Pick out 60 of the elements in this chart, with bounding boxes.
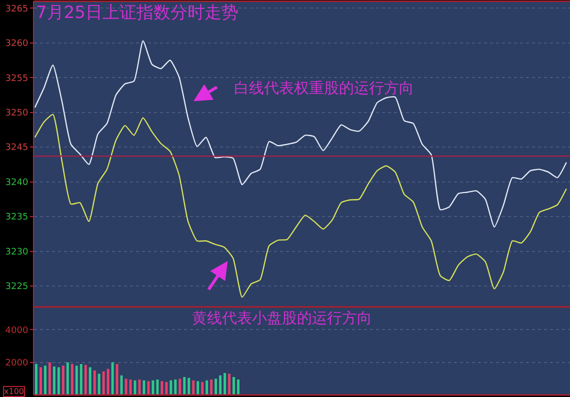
bar bbox=[201, 382, 204, 396]
bar bbox=[40, 367, 42, 396]
annotation: 白线代表权重股的运行方向 bbox=[234, 79, 414, 97]
bar bbox=[237, 380, 240, 396]
bar bbox=[75, 366, 78, 396]
bar bbox=[70, 364, 74, 396]
bar bbox=[228, 374, 231, 396]
y-tick-label: 3260 bbox=[5, 39, 28, 50]
y-tick-label: 3265 bbox=[5, 4, 28, 14]
bar bbox=[214, 378, 218, 396]
bar bbox=[62, 366, 64, 396]
bar bbox=[111, 362, 114, 396]
bar bbox=[44, 366, 46, 396]
y-tick-label: 4000 bbox=[5, 326, 28, 336]
bar bbox=[210, 380, 213, 396]
bar bbox=[57, 367, 60, 396]
bar bbox=[160, 381, 164, 396]
y-tick-label: 3245 bbox=[5, 143, 28, 154]
bar bbox=[102, 371, 105, 396]
annotation: 黄线代表小盘股的运行方向 bbox=[192, 309, 372, 327]
bar bbox=[232, 377, 235, 396]
bar bbox=[174, 380, 177, 396]
bar bbox=[219, 375, 222, 396]
bar bbox=[165, 382, 168, 396]
y-tick-label: 3255 bbox=[5, 74, 28, 84]
bar bbox=[147, 381, 150, 396]
bar bbox=[170, 380, 172, 396]
bar bbox=[98, 374, 100, 396]
bar bbox=[93, 370, 96, 396]
bar bbox=[35, 364, 38, 396]
y-tick-label: 3225 bbox=[5, 282, 28, 292]
y-tick-label: 3250 bbox=[5, 108, 28, 118]
bar bbox=[178, 378, 182, 396]
line-series bbox=[34, 40, 567, 228]
y-tick-label: 3240 bbox=[5, 178, 28, 188]
text: x100 bbox=[4, 387, 24, 396]
y-tick-label: 3235 bbox=[5, 212, 28, 223]
bar bbox=[206, 380, 208, 396]
bar bbox=[124, 378, 128, 396]
bar bbox=[106, 368, 110, 396]
bar bbox=[88, 367, 92, 396]
bar bbox=[48, 362, 51, 396]
bar bbox=[192, 380, 195, 396]
chart-title: 7月25日上证指数分时走势 bbox=[36, 3, 238, 23]
bar bbox=[188, 378, 190, 396]
bar bbox=[116, 364, 118, 396]
line-series bbox=[34, 114, 567, 298]
bar bbox=[129, 380, 132, 396]
y-tick-label: 2000 bbox=[5, 358, 28, 369]
bar bbox=[152, 380, 154, 396]
bar bbox=[196, 381, 200, 396]
bar bbox=[66, 362, 69, 396]
bar bbox=[52, 366, 56, 396]
bar bbox=[84, 364, 87, 396]
bar bbox=[156, 380, 159, 396]
bar bbox=[120, 375, 123, 396]
bar bbox=[80, 364, 82, 396]
bar bbox=[183, 377, 186, 396]
y-tick-label: 3230 bbox=[5, 247, 28, 258]
bar bbox=[224, 372, 226, 396]
